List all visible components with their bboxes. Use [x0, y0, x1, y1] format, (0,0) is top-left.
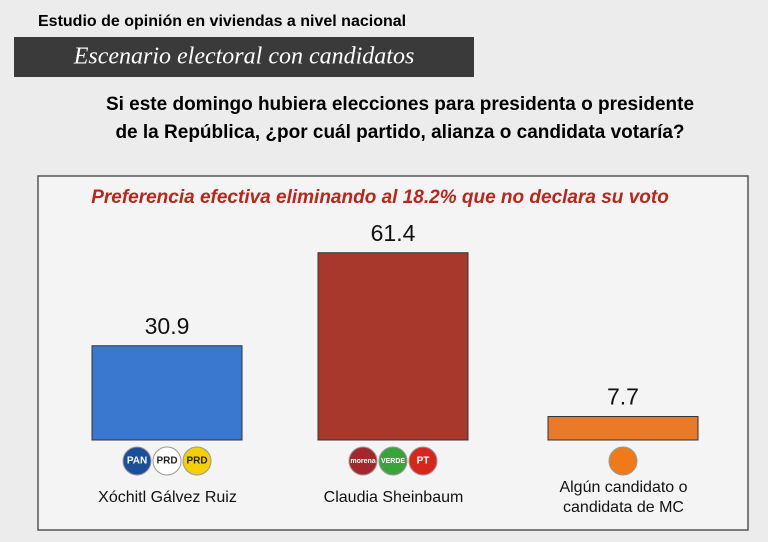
party-logo-label: PRD	[156, 456, 177, 467]
annotation: Preferencia efectiva eliminando al 18.2%…	[91, 187, 669, 208]
party-logo-label: VERDE	[381, 458, 405, 465]
question-line: de la República, ¿por cuál partido, alia…	[115, 122, 684, 143]
bar	[547, 416, 699, 441]
party-logo	[378, 446, 408, 476]
party-logo	[182, 446, 212, 476]
value-label: 30.9	[145, 313, 190, 339]
party-logo	[122, 446, 152, 476]
category-label: Xóchitl Gálvez Ruiz	[98, 489, 237, 506]
banner-bg	[14, 37, 474, 77]
bar	[91, 345, 243, 441]
bar	[317, 252, 469, 441]
party-logo-label: PRD	[186, 456, 207, 467]
category-label: Claudia Sheinbaum	[323, 489, 464, 506]
party-logo	[608, 446, 638, 476]
value-label: 61.4	[371, 220, 416, 246]
category-label: Algún candidato o candidata de MC	[559, 479, 688, 516]
party-logo-label: morena	[350, 458, 375, 465]
party-logo	[152, 446, 182, 476]
party-logo	[408, 446, 438, 476]
header: Estudio de opinión en viviendas a nivel …	[38, 13, 406, 30]
party-logo-label: PAN	[127, 456, 147, 467]
question-line: Si este domingo hubiera elecciones para …	[106, 94, 694, 115]
party-logo	[348, 446, 378, 476]
party-logo-label: PT	[417, 456, 430, 467]
value-label: 7.7	[607, 384, 639, 410]
banner: Escenario electoral con candidatos	[73, 44, 415, 70]
